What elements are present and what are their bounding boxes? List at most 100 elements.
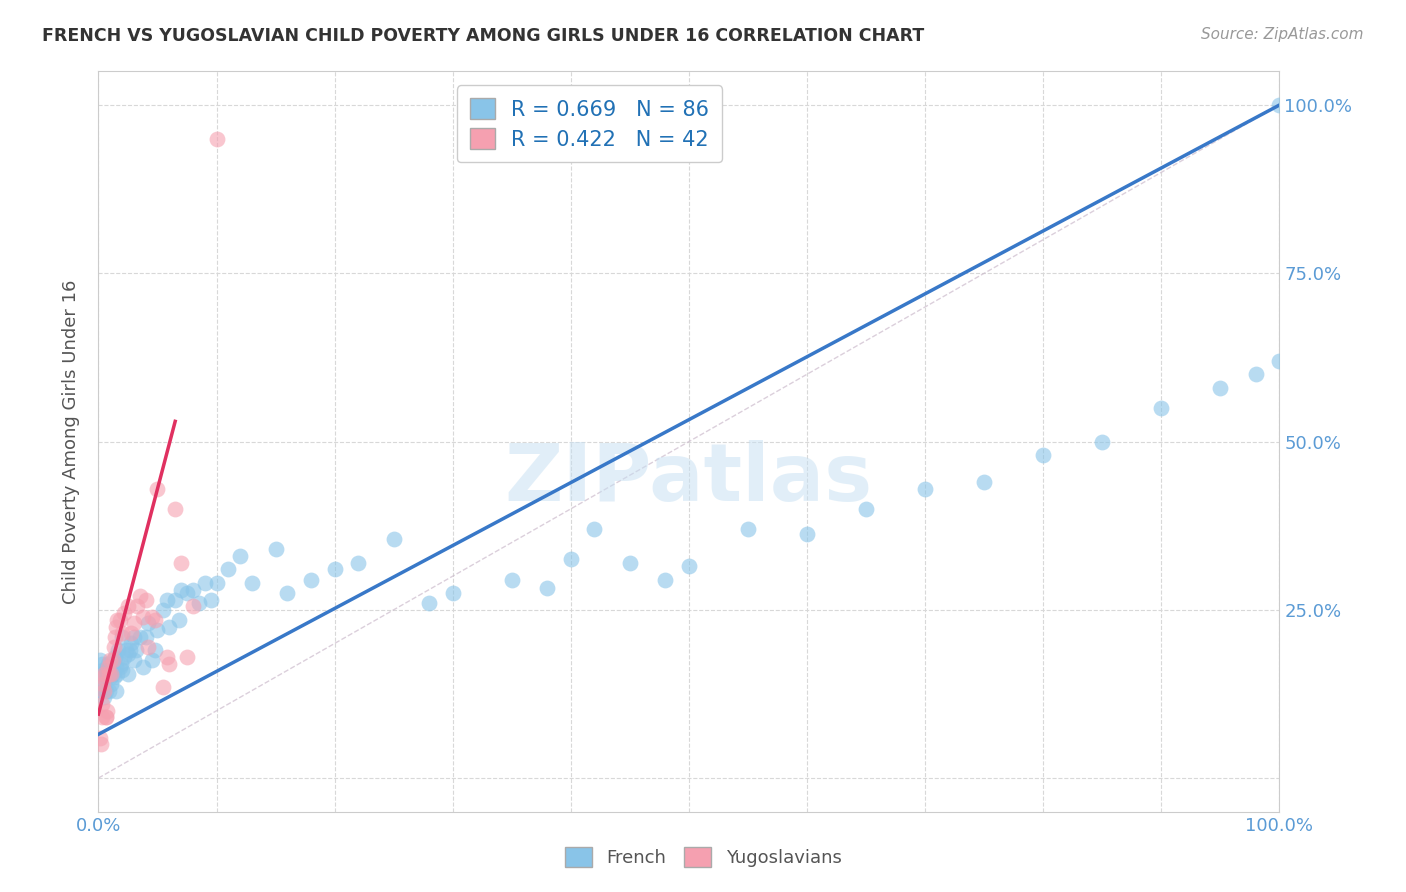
Point xyxy=(108,613,131,627)
Point xyxy=(122,630,145,644)
Point xyxy=(156,649,179,664)
Point xyxy=(112,649,135,664)
Point xyxy=(94,710,117,724)
Point xyxy=(143,643,166,657)
Point xyxy=(205,575,228,590)
Point xyxy=(104,649,127,664)
Point xyxy=(170,556,193,570)
Point xyxy=(117,647,139,661)
Point xyxy=(110,657,132,671)
Point xyxy=(103,670,125,684)
Text: ZIPatlas: ZIPatlas xyxy=(505,440,873,517)
Point xyxy=(98,664,121,678)
Point xyxy=(141,609,163,624)
Point xyxy=(120,643,142,657)
Point xyxy=(157,619,180,633)
Point xyxy=(146,623,169,637)
Point xyxy=(107,643,129,657)
Point xyxy=(170,582,193,597)
Point xyxy=(91,683,114,698)
Point xyxy=(104,630,127,644)
Point xyxy=(94,664,117,678)
Point xyxy=(111,664,134,678)
Point xyxy=(94,710,117,724)
Point xyxy=(619,556,641,570)
Point xyxy=(737,522,759,536)
Point xyxy=(93,677,115,691)
Point xyxy=(167,613,190,627)
Point xyxy=(152,603,174,617)
Point xyxy=(111,626,134,640)
Point xyxy=(112,606,135,620)
Point xyxy=(91,657,114,671)
Y-axis label: Child Poverty Among Girls Under 16: Child Poverty Among Girls Under 16 xyxy=(62,279,80,604)
Point xyxy=(100,677,122,691)
Point xyxy=(143,613,166,627)
Point xyxy=(108,660,131,674)
Point xyxy=(121,636,143,650)
Point xyxy=(89,653,111,667)
Point xyxy=(93,683,115,698)
Point xyxy=(122,616,145,631)
Point xyxy=(240,575,263,590)
Point xyxy=(152,680,174,694)
Point xyxy=(194,575,217,590)
Point xyxy=(1268,98,1291,112)
Point xyxy=(205,131,228,145)
Point xyxy=(501,573,523,587)
Point xyxy=(128,590,150,604)
Point xyxy=(1268,353,1291,368)
Point xyxy=(165,592,187,607)
Point xyxy=(93,666,115,681)
Point xyxy=(125,643,148,657)
Point xyxy=(117,599,139,614)
Point xyxy=(583,522,606,536)
Point xyxy=(441,586,464,600)
Point xyxy=(176,586,198,600)
Point xyxy=(136,616,159,631)
Point xyxy=(96,670,118,684)
Point xyxy=(105,660,128,674)
Point xyxy=(91,664,114,678)
Point xyxy=(914,482,936,496)
Point xyxy=(127,599,149,614)
Point xyxy=(91,670,114,684)
Point xyxy=(796,527,818,541)
Point xyxy=(100,666,122,681)
Point xyxy=(165,501,187,516)
Point xyxy=(91,670,114,684)
Point xyxy=(96,704,118,718)
Point xyxy=(141,653,163,667)
Point xyxy=(89,731,111,745)
Point xyxy=(1209,381,1232,395)
Point xyxy=(299,573,322,587)
Point xyxy=(347,556,370,570)
Point xyxy=(181,582,204,597)
Point xyxy=(132,609,155,624)
Point xyxy=(90,738,112,752)
Point xyxy=(157,657,180,671)
Point xyxy=(105,666,128,681)
Point xyxy=(97,664,120,678)
Point xyxy=(98,670,121,684)
Point xyxy=(103,640,125,654)
Point xyxy=(181,599,204,614)
Point xyxy=(187,596,209,610)
Point xyxy=(105,619,128,633)
Point xyxy=(98,653,121,667)
Point xyxy=(323,562,346,576)
Point xyxy=(91,677,114,691)
Point xyxy=(98,666,121,681)
Text: FRENCH VS YUGOSLAVIAN CHILD POVERTY AMONG GIRLS UNDER 16 CORRELATION CHART: FRENCH VS YUGOSLAVIAN CHILD POVERTY AMON… xyxy=(42,27,924,45)
Point xyxy=(122,653,145,667)
Point xyxy=(101,653,124,667)
Point xyxy=(678,559,700,574)
Point xyxy=(654,573,676,587)
Point xyxy=(1150,401,1173,415)
Point xyxy=(93,690,115,705)
Point xyxy=(176,649,198,664)
Point xyxy=(91,697,114,711)
Point xyxy=(121,626,143,640)
Point xyxy=(111,630,134,644)
Point xyxy=(973,475,995,489)
